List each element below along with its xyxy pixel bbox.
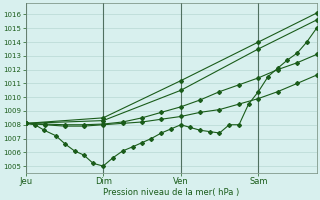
- X-axis label: Pression niveau de la mer( hPa ): Pression niveau de la mer( hPa ): [103, 188, 239, 197]
